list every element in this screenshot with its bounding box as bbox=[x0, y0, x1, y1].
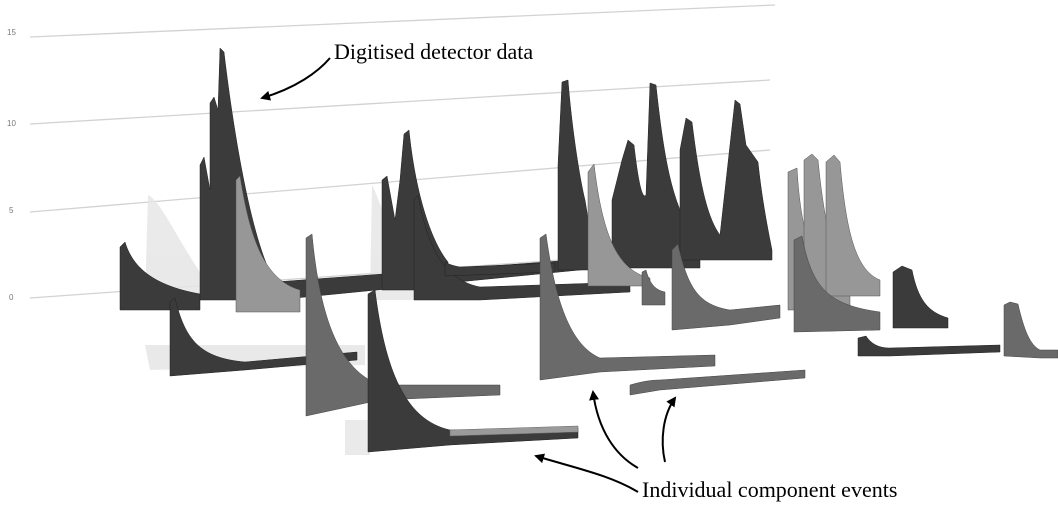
component-light-9 bbox=[825, 154, 881, 297]
tick-0: 0 bbox=[9, 293, 14, 302]
component-medium-10 bbox=[793, 235, 881, 333]
gridline-15 bbox=[29, 4, 776, 38]
label-digitised-detector-data: Digitised detector data bbox=[334, 39, 533, 64]
shadow-front-low bbox=[345, 420, 370, 455]
shadow-back-left bbox=[145, 195, 205, 300]
event-medium-4 bbox=[539, 233, 716, 381]
annotation-detector-data: Digitised detector data bbox=[260, 39, 533, 101]
detector-trace-4 bbox=[557, 79, 591, 271]
event-medium-2 bbox=[305, 233, 501, 417]
detector-trace-6 bbox=[679, 99, 773, 261]
arrow-to-event-left bbox=[534, 453, 639, 493]
gridline-10 bbox=[29, 79, 771, 125]
arrow-to-detector-data bbox=[260, 57, 331, 101]
middle-row-components bbox=[235, 153, 949, 333]
arrow-to-event-right bbox=[661, 396, 677, 463]
event-tail-3 bbox=[449, 425, 579, 437]
tick-15: 15 bbox=[7, 28, 16, 37]
component-dark-4 bbox=[444, 261, 556, 277]
annotation-component-events: Individual component events bbox=[534, 390, 897, 502]
component-dark-11 bbox=[892, 265, 949, 329]
component-light-1 bbox=[235, 175, 301, 313]
label-individual-component-events: Individual component events bbox=[642, 477, 897, 502]
tick-10: 10 bbox=[7, 119, 16, 128]
arrow-to-event-mid bbox=[589, 390, 639, 469]
tick-5: 5 bbox=[9, 206, 14, 215]
component-medium-6 bbox=[671, 243, 781, 331]
event-dark-6 bbox=[857, 335, 1001, 357]
y-axis-ticks: 15 10 5 0 bbox=[7, 28, 16, 302]
event-medium-5 bbox=[629, 369, 806, 396]
event-medium-7 bbox=[1003, 301, 1058, 359]
front-row-components bbox=[169, 233, 1058, 453]
component-medium-5 bbox=[641, 269, 666, 306]
